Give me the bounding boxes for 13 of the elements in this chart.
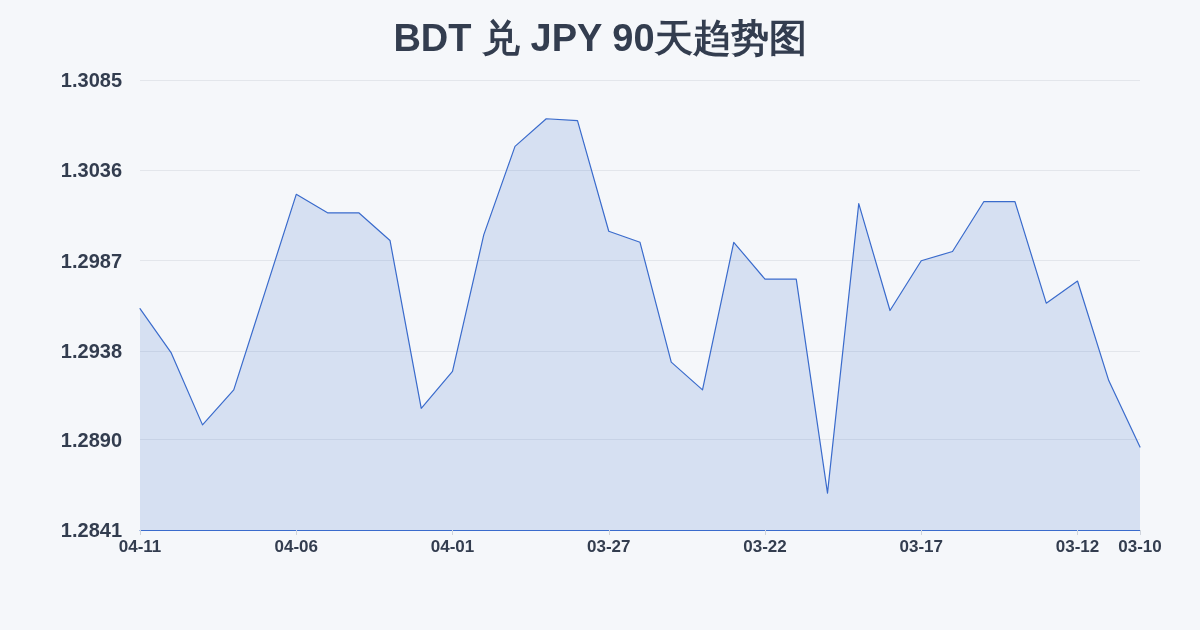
- x-tick-label: 03-27: [587, 537, 631, 556]
- x-tick-label: 03-12: [1055, 537, 1100, 556]
- x-tick-label: 03-17: [899, 537, 943, 556]
- x-tick-label: 03-10: [1118, 537, 1162, 556]
- chart-title: BDT 兑 JPY 90天趋势图: [393, 17, 807, 59]
- y-tick-label: 1.2890: [60, 428, 122, 451]
- y-tick-label: 1.3085: [60, 69, 122, 91]
- x-tick-label: 04-06: [274, 537, 318, 556]
- x-tick-label: 03-22: [743, 537, 787, 556]
- y-tick-label: 1.2987: [60, 249, 122, 272]
- x-tick-label: 04-01: [430, 537, 475, 556]
- y-tick-label: 1.3036: [60, 159, 122, 182]
- y-tick-label: 1.2938: [60, 340, 122, 363]
